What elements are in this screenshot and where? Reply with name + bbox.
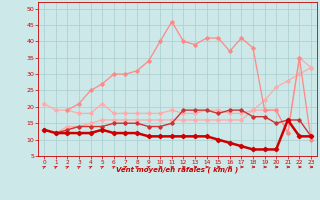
X-axis label: Vent moyen/en rafales ( km/h ): Vent moyen/en rafales ( km/h ) (116, 167, 239, 173)
